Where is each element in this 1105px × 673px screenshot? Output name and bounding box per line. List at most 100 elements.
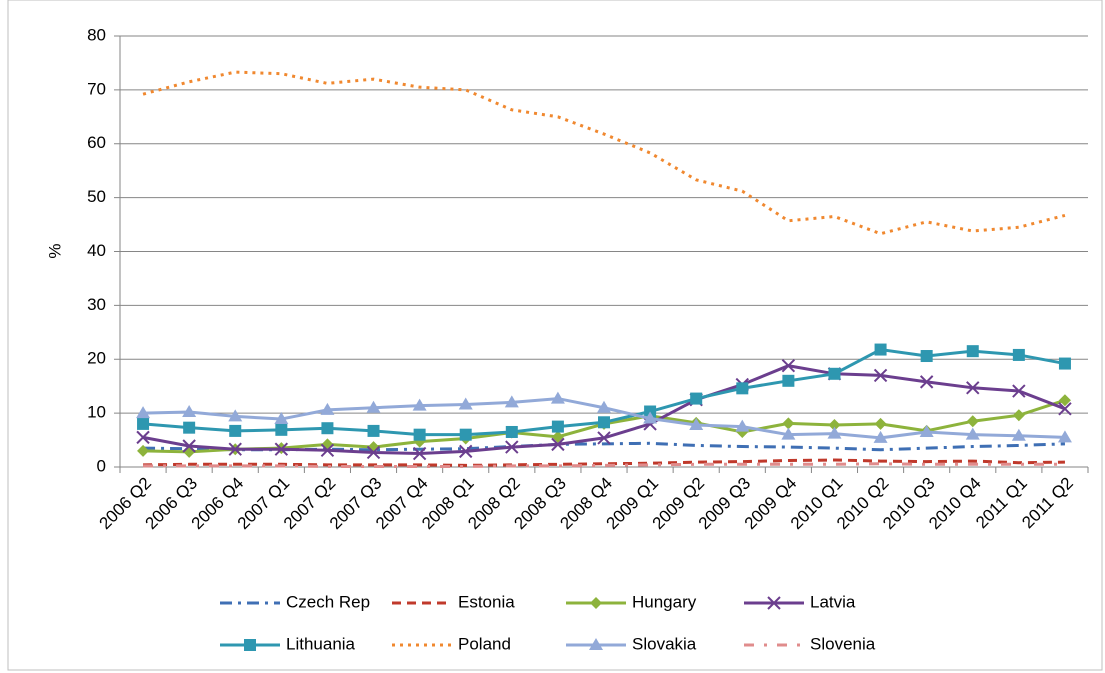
legend-label: Hungary	[632, 592, 697, 611]
data-point	[966, 381, 980, 395]
series-line	[142, 70, 1066, 236]
data-point	[505, 425, 518, 438]
legend-item: Estonia	[392, 592, 515, 611]
legend-item: Slovenia	[744, 634, 876, 653]
legend-marker	[767, 596, 781, 610]
data-point	[597, 431, 611, 445]
y-tick-label: 0	[97, 456, 106, 475]
data-point	[1012, 384, 1026, 398]
data-point	[1058, 394, 1071, 407]
data-point	[781, 427, 796, 440]
data-point	[874, 343, 887, 356]
y-axis-label: %	[45, 243, 64, 258]
data-point	[320, 443, 335, 458]
data-point	[136, 430, 150, 445]
data-point	[828, 418, 841, 431]
data-point	[182, 405, 197, 418]
data-point	[1058, 357, 1071, 370]
data-point	[919, 375, 934, 389]
y-tick-label: 70	[87, 79, 106, 98]
legend-label: Slovenia	[810, 634, 876, 653]
data-point	[920, 350, 933, 363]
y-tick-label: 20	[87, 349, 106, 368]
data-point	[644, 405, 657, 418]
y-tick-label: 60	[87, 133, 106, 152]
legend-label: Czech Rep	[286, 592, 370, 611]
data-point	[459, 444, 473, 459]
y-tick-label: 10	[87, 403, 106, 422]
data-point	[782, 417, 795, 430]
data-point	[690, 392, 703, 405]
data-point	[828, 367, 841, 380]
data-point	[874, 417, 887, 430]
legend-item: Czech Rep	[220, 592, 370, 611]
data-point	[598, 416, 610, 429]
data-point	[550, 391, 565, 404]
legend-item: Slovakia	[566, 634, 697, 653]
data-point	[1057, 430, 1072, 443]
data-point	[919, 424, 934, 437]
y-tick-label: 80	[87, 25, 106, 44]
data-point	[275, 423, 288, 436]
data-point	[873, 368, 888, 383]
data-point	[827, 426, 842, 439]
legend-marker	[244, 639, 256, 651]
y-tick-label: 50	[87, 187, 106, 206]
chart-frame	[7, 0, 1103, 671]
data-point	[966, 415, 979, 428]
data-point	[643, 411, 658, 424]
data-point	[228, 442, 242, 456]
data-point	[735, 419, 750, 432]
data-point	[551, 430, 564, 443]
data-point	[412, 398, 427, 411]
data-point	[274, 442, 289, 456]
data-point	[781, 359, 796, 373]
data-point	[366, 400, 381, 413]
data-point	[965, 427, 980, 440]
y-tick-label: 30	[87, 295, 106, 314]
legend-label: Slovakia	[632, 634, 697, 653]
data-point	[551, 437, 565, 452]
y-tick-label: 40	[87, 241, 106, 260]
data-point	[551, 420, 564, 433]
data-point	[1011, 428, 1026, 441]
legend-item: Hungary	[566, 592, 697, 611]
data-point	[1012, 409, 1025, 422]
data-point	[366, 445, 381, 460]
data-point	[597, 400, 611, 413]
legend-item: Poland	[392, 634, 511, 653]
data-point	[367, 424, 380, 437]
data-point	[136, 406, 151, 419]
legend-label: Poland	[458, 634, 511, 653]
legend-marker	[589, 638, 603, 650]
data-point	[504, 395, 519, 408]
series-line	[143, 462, 1065, 468]
data-point	[321, 422, 334, 435]
data-point	[458, 397, 473, 410]
legend-item: Lithuania	[220, 634, 356, 653]
data-point	[873, 430, 888, 443]
data-point	[966, 345, 979, 358]
legend-item: Latvia	[744, 592, 856, 611]
data-point	[1058, 402, 1072, 416]
data-point	[137, 417, 150, 430]
data-point	[413, 428, 426, 441]
data-point	[182, 439, 196, 453]
data-point	[1012, 348, 1025, 361]
series-line	[143, 458, 1065, 467]
legend-label: Lithuania	[286, 634, 356, 653]
data-point	[320, 402, 335, 415]
legend-label: Estonia	[458, 592, 515, 611]
data-point	[229, 424, 242, 437]
data-point	[782, 374, 795, 387]
data-point	[459, 428, 472, 441]
data-point	[689, 417, 704, 430]
data-point	[412, 446, 427, 461]
legend-marker	[590, 597, 602, 609]
x-tick-label: 2011 Q2	[1018, 474, 1077, 533]
legend-label: Latvia	[810, 592, 856, 611]
data-point	[228, 409, 243, 422]
data-point	[736, 382, 749, 395]
data-point	[183, 421, 196, 434]
